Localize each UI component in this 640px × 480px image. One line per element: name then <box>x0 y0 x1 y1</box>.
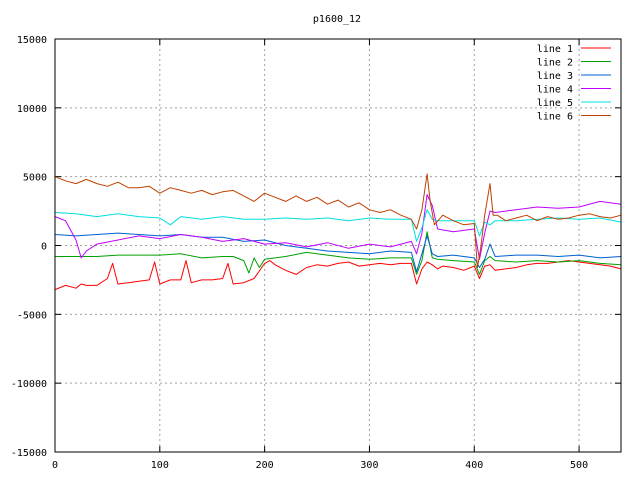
y-tick-label: -5000 <box>17 310 47 321</box>
y-tick-label: 10000 <box>17 104 47 115</box>
x-tick-label: 400 <box>465 460 483 471</box>
series-line-6 <box>54 173 622 268</box>
x-tick-label: 100 <box>151 460 169 471</box>
y-tick-label: -15000 <box>11 448 47 459</box>
y-tick-label: 5000 <box>23 173 47 184</box>
y-tick-label: -10000 <box>11 379 47 390</box>
x-tick-label: 0 <box>52 460 58 471</box>
legend-label-3: line 3 <box>537 71 573 82</box>
chart-title: p1600_12 <box>313 14 361 25</box>
x-tick-label: 300 <box>360 460 378 471</box>
series-line-5 <box>54 209 622 242</box>
axis-ticks: -15000 -10000 -5000 0 5000 10000 15000 0 100 200 3… <box>11 35 621 471</box>
y-tick-label: 0 <box>41 242 47 253</box>
series-line-2 <box>55 231 622 275</box>
series-line-1 <box>54 260 622 291</box>
legend: line 1 line 2 line 3 line 4 line 5 line 6 <box>537 44 611 123</box>
series-lines <box>54 173 622 291</box>
legend-label-1: line 1 <box>537 44 573 55</box>
x-tick-label: 200 <box>256 460 274 471</box>
legend-label-2: line 2 <box>537 58 573 69</box>
legend-label-6: line 6 <box>537 112 573 123</box>
legend-label-4: line 4 <box>537 85 573 96</box>
plot-frame <box>54 38 622 453</box>
series-line-3 <box>54 232 622 273</box>
grid <box>55 39 621 452</box>
x-tick-label: 500 <box>570 460 588 471</box>
legend-label-5: line 5 <box>537 98 573 109</box>
y-tick-label: 15000 <box>17 35 47 46</box>
series-line-4 <box>54 194 622 260</box>
